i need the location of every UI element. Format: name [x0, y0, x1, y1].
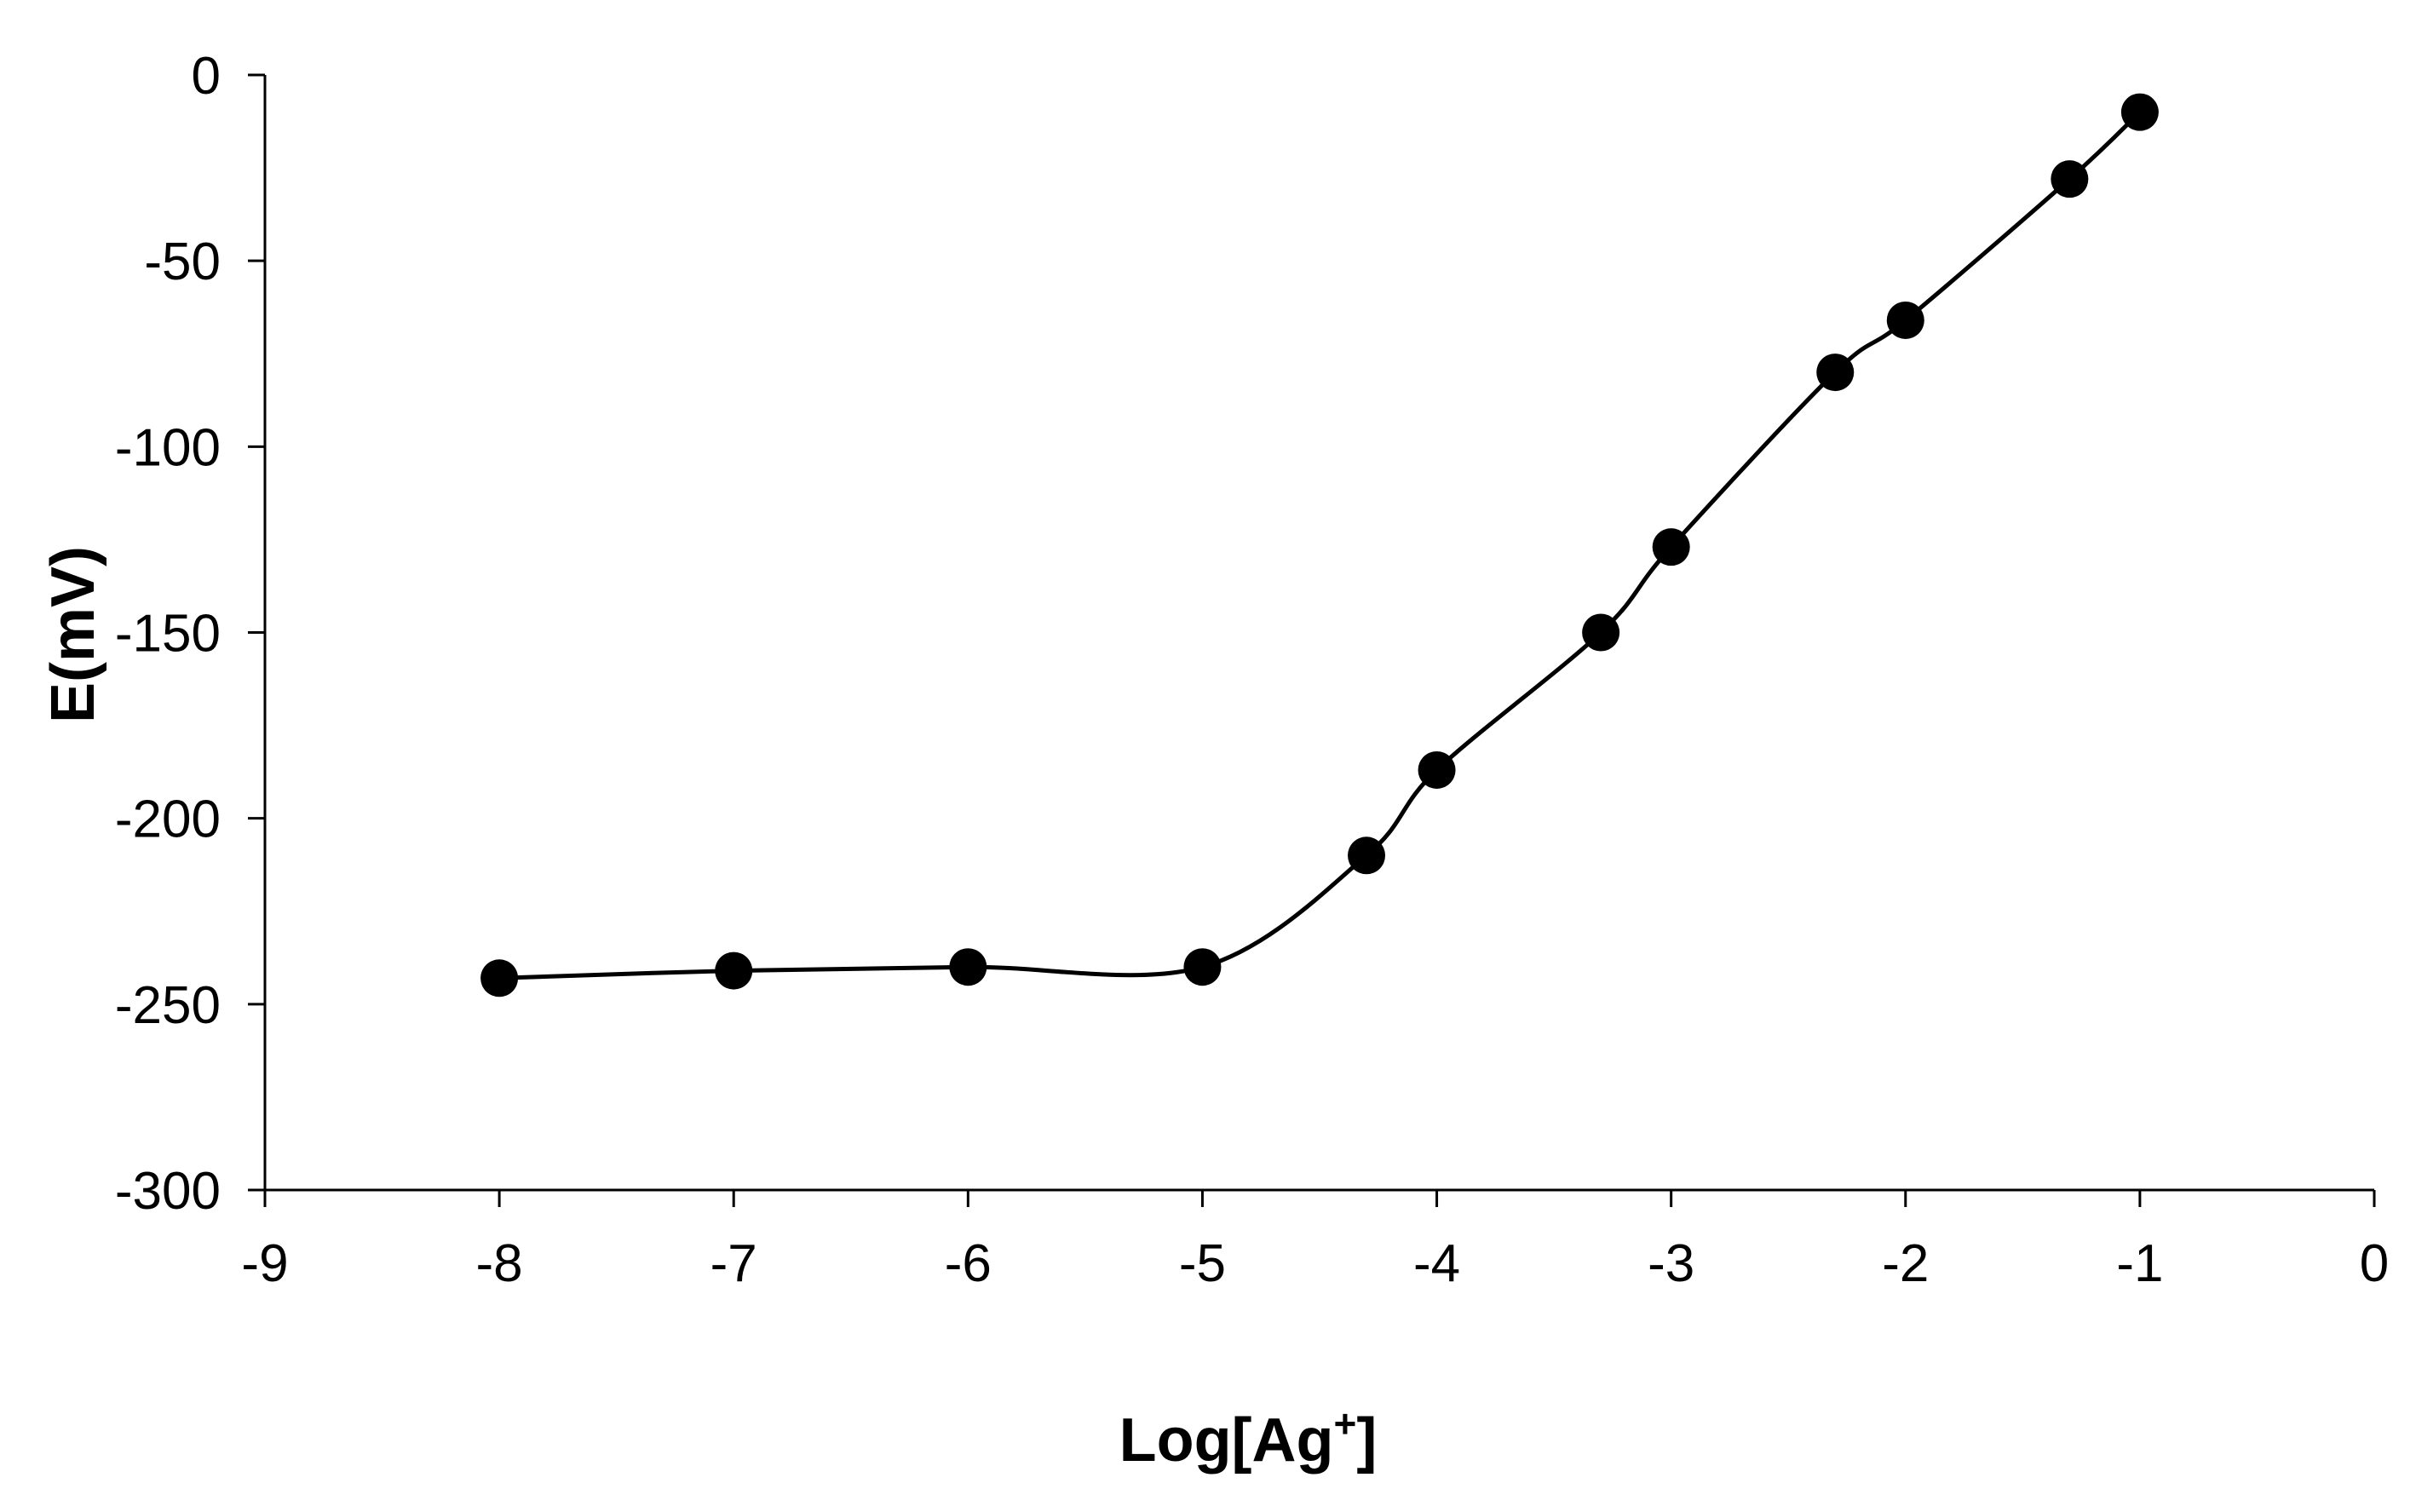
x-tick-label: -6	[945, 1234, 992, 1293]
y-tick-label: -50	[144, 233, 221, 291]
x-tick-label: -2	[1882, 1234, 1929, 1293]
x-axis-label-suffix: ]	[1356, 1406, 1377, 1475]
data-point	[1652, 528, 1690, 566]
data-point	[1886, 301, 1924, 339]
x-axis-label-superscript: +	[1334, 1401, 1357, 1446]
data-point	[949, 948, 987, 986]
x-tick-label: -1	[2116, 1234, 2163, 1293]
y-axis-label: E(mV)	[39, 546, 107, 723]
tick-labels: 0 -50 -100 -150 -200 -250 -300 -9 -8 -7 -6 -5 -4 -3 -2…	[115, 47, 2389, 1293]
x-tick-label: 0	[2360, 1234, 2389, 1293]
data-point	[1816, 354, 1855, 392]
data-point	[1348, 836, 1386, 875]
y-tick-label: 0	[192, 47, 221, 106]
data-point	[2051, 160, 2089, 198]
axes	[248, 73, 2376, 1207]
x-axis-label-main: Log[Ag	[1119, 1406, 1334, 1475]
y-tick-label: -300	[115, 1162, 221, 1221]
y-tick-label: -100	[115, 418, 221, 477]
x-tick-label: -5	[1179, 1234, 1226, 1293]
data-markers	[480, 93, 2159, 997]
x-tick-label: -4	[1413, 1234, 1460, 1293]
series-line	[497, 110, 2143, 980]
x-axis-label: Log[Ag+]	[1119, 1401, 1378, 1475]
x-tick-label: -7	[710, 1234, 757, 1293]
y-tick-label: -200	[115, 790, 221, 849]
x-tick-label: -9	[241, 1234, 288, 1293]
data-point	[1183, 948, 1222, 986]
y-tick-label: -150	[115, 605, 221, 664]
data-point	[480, 959, 519, 997]
x-tick-label: -3	[1648, 1234, 1694, 1293]
data-point	[1582, 613, 1620, 652]
data-point	[715, 951, 753, 990]
y-tick-label: -250	[115, 976, 221, 1035]
x-tick-label: -8	[476, 1234, 523, 1293]
data-point	[1418, 750, 1456, 789]
data-point	[2120, 93, 2159, 131]
